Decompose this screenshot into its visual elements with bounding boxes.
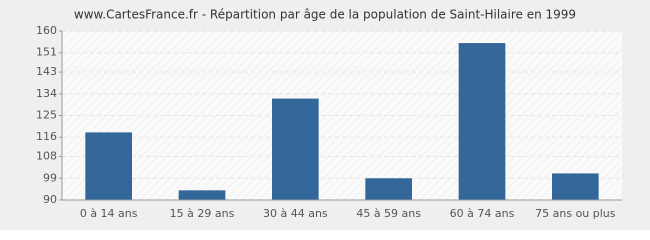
chart-title: www.CartesFrance.fr - Répartition par âg… xyxy=(74,8,576,22)
y-tick-label: 151 xyxy=(36,46,57,59)
bar xyxy=(85,132,132,200)
x-tick-label: 45 à 59 ans xyxy=(356,207,421,220)
chart: www.CartesFrance.fr - Répartition par âg… xyxy=(0,0,650,230)
x-tick-label: 30 à 44 ans xyxy=(263,207,328,220)
bar xyxy=(365,178,412,200)
y-tick-label: 99 xyxy=(43,171,57,184)
y-tick-label: 116 xyxy=(36,130,57,143)
y-tick-label: 108 xyxy=(36,150,57,163)
y-tick-label: 125 xyxy=(36,109,57,122)
bar xyxy=(458,43,506,201)
x-tick-label: 60 à 74 ans xyxy=(450,207,515,220)
y-tick-label: 134 xyxy=(36,87,57,100)
x-tick-label: 75 ans ou plus xyxy=(535,207,616,220)
y-tick-label: 160 xyxy=(36,24,57,37)
bar xyxy=(552,173,599,200)
x-tick-label: 0 à 14 ans xyxy=(80,207,138,220)
bar xyxy=(178,190,226,200)
y-tick-label: 90 xyxy=(43,193,57,206)
bar xyxy=(272,98,319,200)
y-tick-label: 143 xyxy=(36,65,57,78)
x-tick-label: 15 à 29 ans xyxy=(170,207,235,220)
